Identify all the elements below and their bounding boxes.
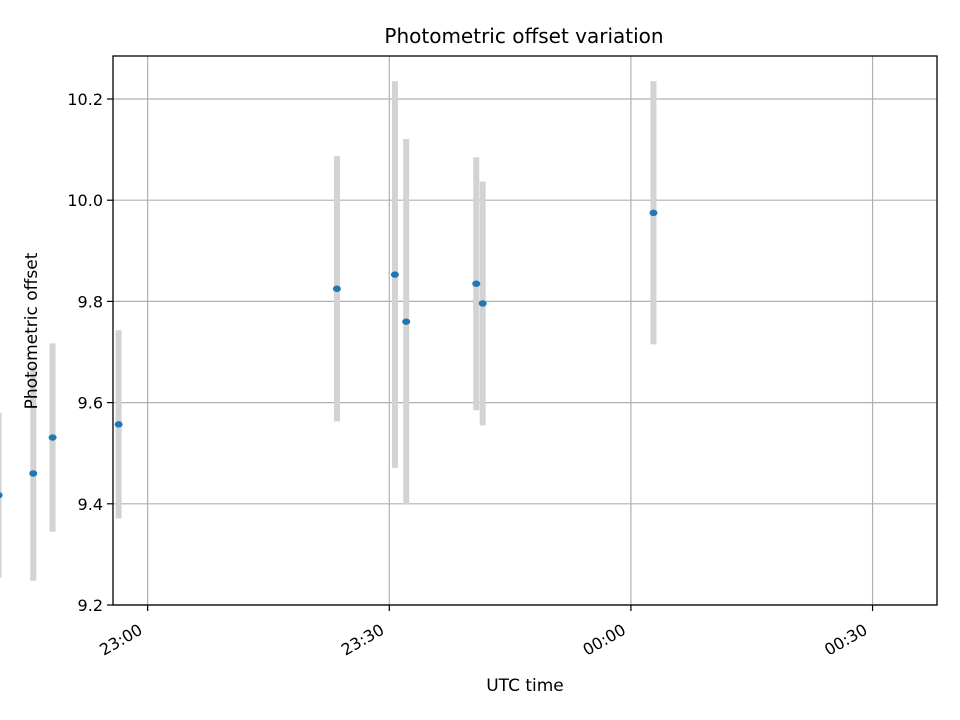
x-axis-label: UTC time: [486, 676, 564, 696]
y-tick-label: 10.2: [67, 90, 103, 109]
x-tick-label: 23:00: [96, 620, 145, 660]
y-tick-label: 9.2: [78, 596, 103, 615]
data-point: [402, 318, 411, 325]
y-axis-label: Photometric offset: [22, 252, 42, 409]
grid-lines: [113, 56, 937, 606]
chart-title: Photometric offset variation: [384, 24, 663, 48]
error-bars: [0, 81, 657, 581]
y-tick-label: 9.4: [78, 495, 103, 514]
data-point: [0, 492, 3, 499]
data-point: [332, 285, 341, 292]
x-tick-label: 23:30: [338, 620, 387, 660]
data-point: [390, 271, 399, 278]
y-tick-label: 10.0: [67, 191, 103, 210]
y-axis-ticks: 9.2 9.4 9.6 9.8 10.0 10.2: [67, 90, 113, 615]
data-point: [29, 470, 38, 477]
plot-frame: [112, 55, 938, 606]
y-tick-label: 9.8: [78, 292, 103, 311]
data-points: [0, 209, 658, 499]
x-tick-label: 00:30: [821, 620, 870, 660]
data-point: [48, 434, 57, 441]
x-tick-label: 00:00: [579, 620, 628, 660]
data-point: [649, 209, 658, 217]
data-point: [478, 300, 487, 307]
data-point: [114, 421, 123, 428]
y-tick-label: 9.6: [78, 394, 103, 413]
data-point: [472, 280, 481, 287]
